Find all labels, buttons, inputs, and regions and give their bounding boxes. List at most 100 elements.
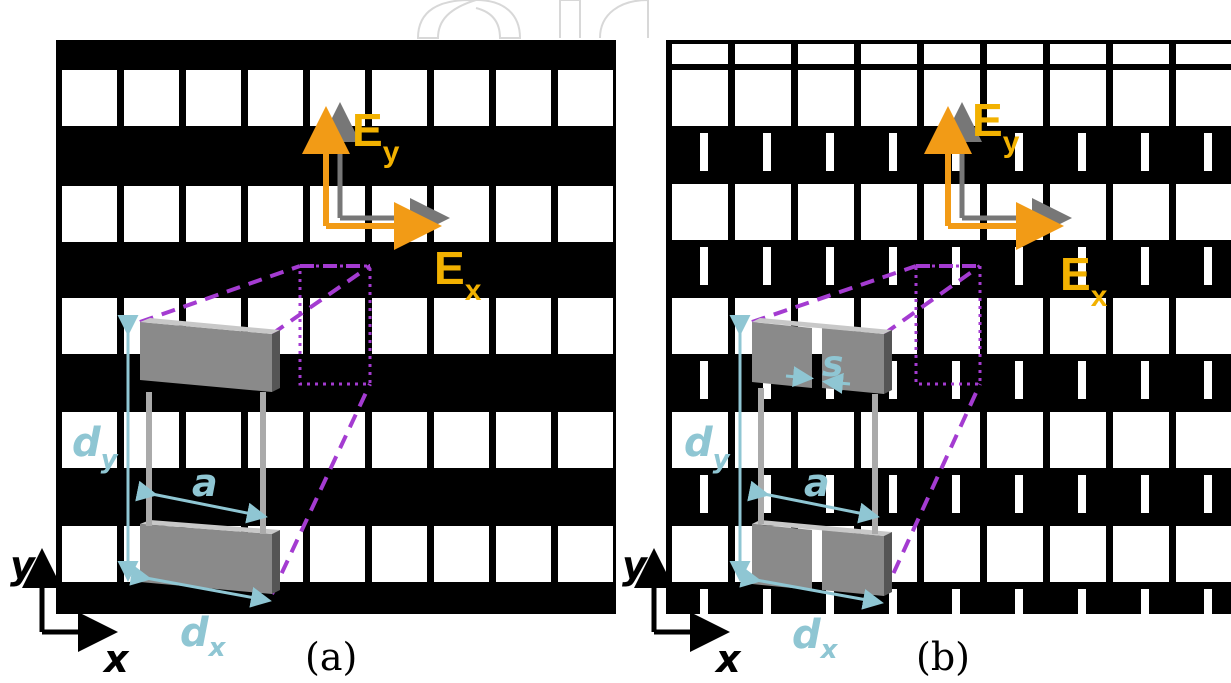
grating-gap [889, 589, 897, 627]
grating-cell [735, 44, 791, 64]
panel-a-unit-cell-inner [298, 264, 372, 386]
grating-cell [1050, 44, 1106, 64]
grating-cell [434, 186, 489, 242]
grating-cell [372, 70, 427, 126]
grating-cell [798, 44, 854, 64]
grating-cell [987, 70, 1043, 126]
grating-cell [372, 186, 427, 242]
grating-cell [496, 526, 551, 582]
panel-a-axis-x-label: x [102, 637, 130, 681]
grating-cell [558, 298, 613, 354]
panel-b-dy-label: dy [684, 420, 731, 475]
grating-cell [186, 412, 241, 468]
panel-a-caption: (a) [305, 635, 357, 679]
grating-cell [496, 186, 551, 242]
grating-cell [1050, 184, 1106, 240]
grating-cell [558, 186, 613, 242]
grating-cell [1050, 298, 1106, 354]
grating-cell [434, 298, 489, 354]
grating-cell [186, 70, 241, 126]
grating-cell [861, 412, 917, 468]
grating-cell [924, 298, 980, 354]
panel-a-dimension-dx [129, 564, 272, 608]
panel-b-caption: (b) [916, 635, 970, 679]
panel-b-axes [634, 548, 730, 652]
panel-b-ey-label: Ey [972, 94, 1020, 159]
grating-cell [372, 298, 427, 354]
grating-cell [186, 186, 241, 242]
grating-gap [1141, 475, 1149, 513]
grating-gap [700, 361, 708, 399]
grating-gap [1141, 133, 1149, 171]
grating-cell [1176, 298, 1231, 354]
grating-cell [1176, 412, 1231, 468]
grating-gap [889, 133, 897, 171]
grating-cell [861, 70, 917, 126]
grating-gap [1015, 247, 1023, 285]
grating-gap [889, 247, 897, 285]
grating-gap [1204, 247, 1212, 285]
panel-b-dimension-s [785, 366, 851, 394]
grating-cell [62, 526, 117, 582]
panel-b-bottom-right-plate [822, 530, 884, 596]
grating-cell [62, 70, 117, 126]
grating-cell [1176, 526, 1231, 582]
grating-cell [558, 412, 613, 468]
panel-a-axes [21, 548, 118, 652]
grating-gap [700, 133, 708, 171]
grating-cell [434, 70, 489, 126]
grating-cell [1113, 184, 1169, 240]
grating-cell [672, 298, 728, 354]
grating-gap [1141, 589, 1149, 627]
grating-gap [952, 589, 960, 627]
panel-a-ey-label: Ey [352, 104, 400, 169]
grating-cell [1113, 526, 1169, 582]
grating-cell [1050, 70, 1106, 126]
grating-cell [924, 412, 980, 468]
grating-gap [763, 589, 771, 627]
grating-cell [62, 298, 117, 354]
grating-cell [1176, 44, 1231, 64]
panel-b-axis-y-label: y [622, 543, 649, 587]
grating-cell [987, 184, 1043, 240]
panel-a-field-arrows [302, 102, 450, 250]
grating-gap [1078, 475, 1086, 513]
grating-cell [62, 412, 117, 468]
grating-cell [310, 412, 365, 468]
grating-cell [310, 526, 365, 582]
grating-gap [763, 247, 771, 285]
grating-cell [924, 526, 980, 582]
grating-cell [248, 70, 303, 126]
grating-cell [372, 526, 427, 582]
grating-gap [889, 361, 897, 399]
panel-b-dimension-dx [739, 567, 884, 610]
grating-cell [1113, 44, 1169, 64]
panel-b-field-arrows [924, 102, 1072, 250]
panel-b-dimension-a [747, 480, 880, 524]
grating-gap [952, 361, 960, 399]
grating-cell [1176, 70, 1231, 126]
grating-cell [1113, 412, 1169, 468]
panel-b: Ey Ex dy a s dx y x (b) [622, 40, 1231, 681]
panel-a-axis-y-label: y [10, 543, 37, 587]
grating-cell [861, 184, 917, 240]
grating-gap [700, 589, 708, 627]
grating-gap [1015, 361, 1023, 399]
grating-cell [672, 412, 728, 468]
grating-cell [248, 412, 303, 468]
grating-gap [952, 133, 960, 171]
grating-cell [861, 44, 917, 64]
grating-cell [924, 44, 980, 64]
grating-cell [798, 412, 854, 468]
grating-cell [987, 526, 1043, 582]
panel-a-bottom-plate [140, 524, 272, 594]
grating-cell [558, 526, 613, 582]
panel-b-dx-label: dx [792, 612, 839, 665]
panel-b-axis-x-label: x [714, 637, 742, 681]
grating-cell [62, 186, 117, 242]
grating-cell [248, 186, 303, 242]
grating-gap [1204, 475, 1212, 513]
grating-cell [672, 44, 728, 64]
grating-cell [1050, 412, 1106, 468]
